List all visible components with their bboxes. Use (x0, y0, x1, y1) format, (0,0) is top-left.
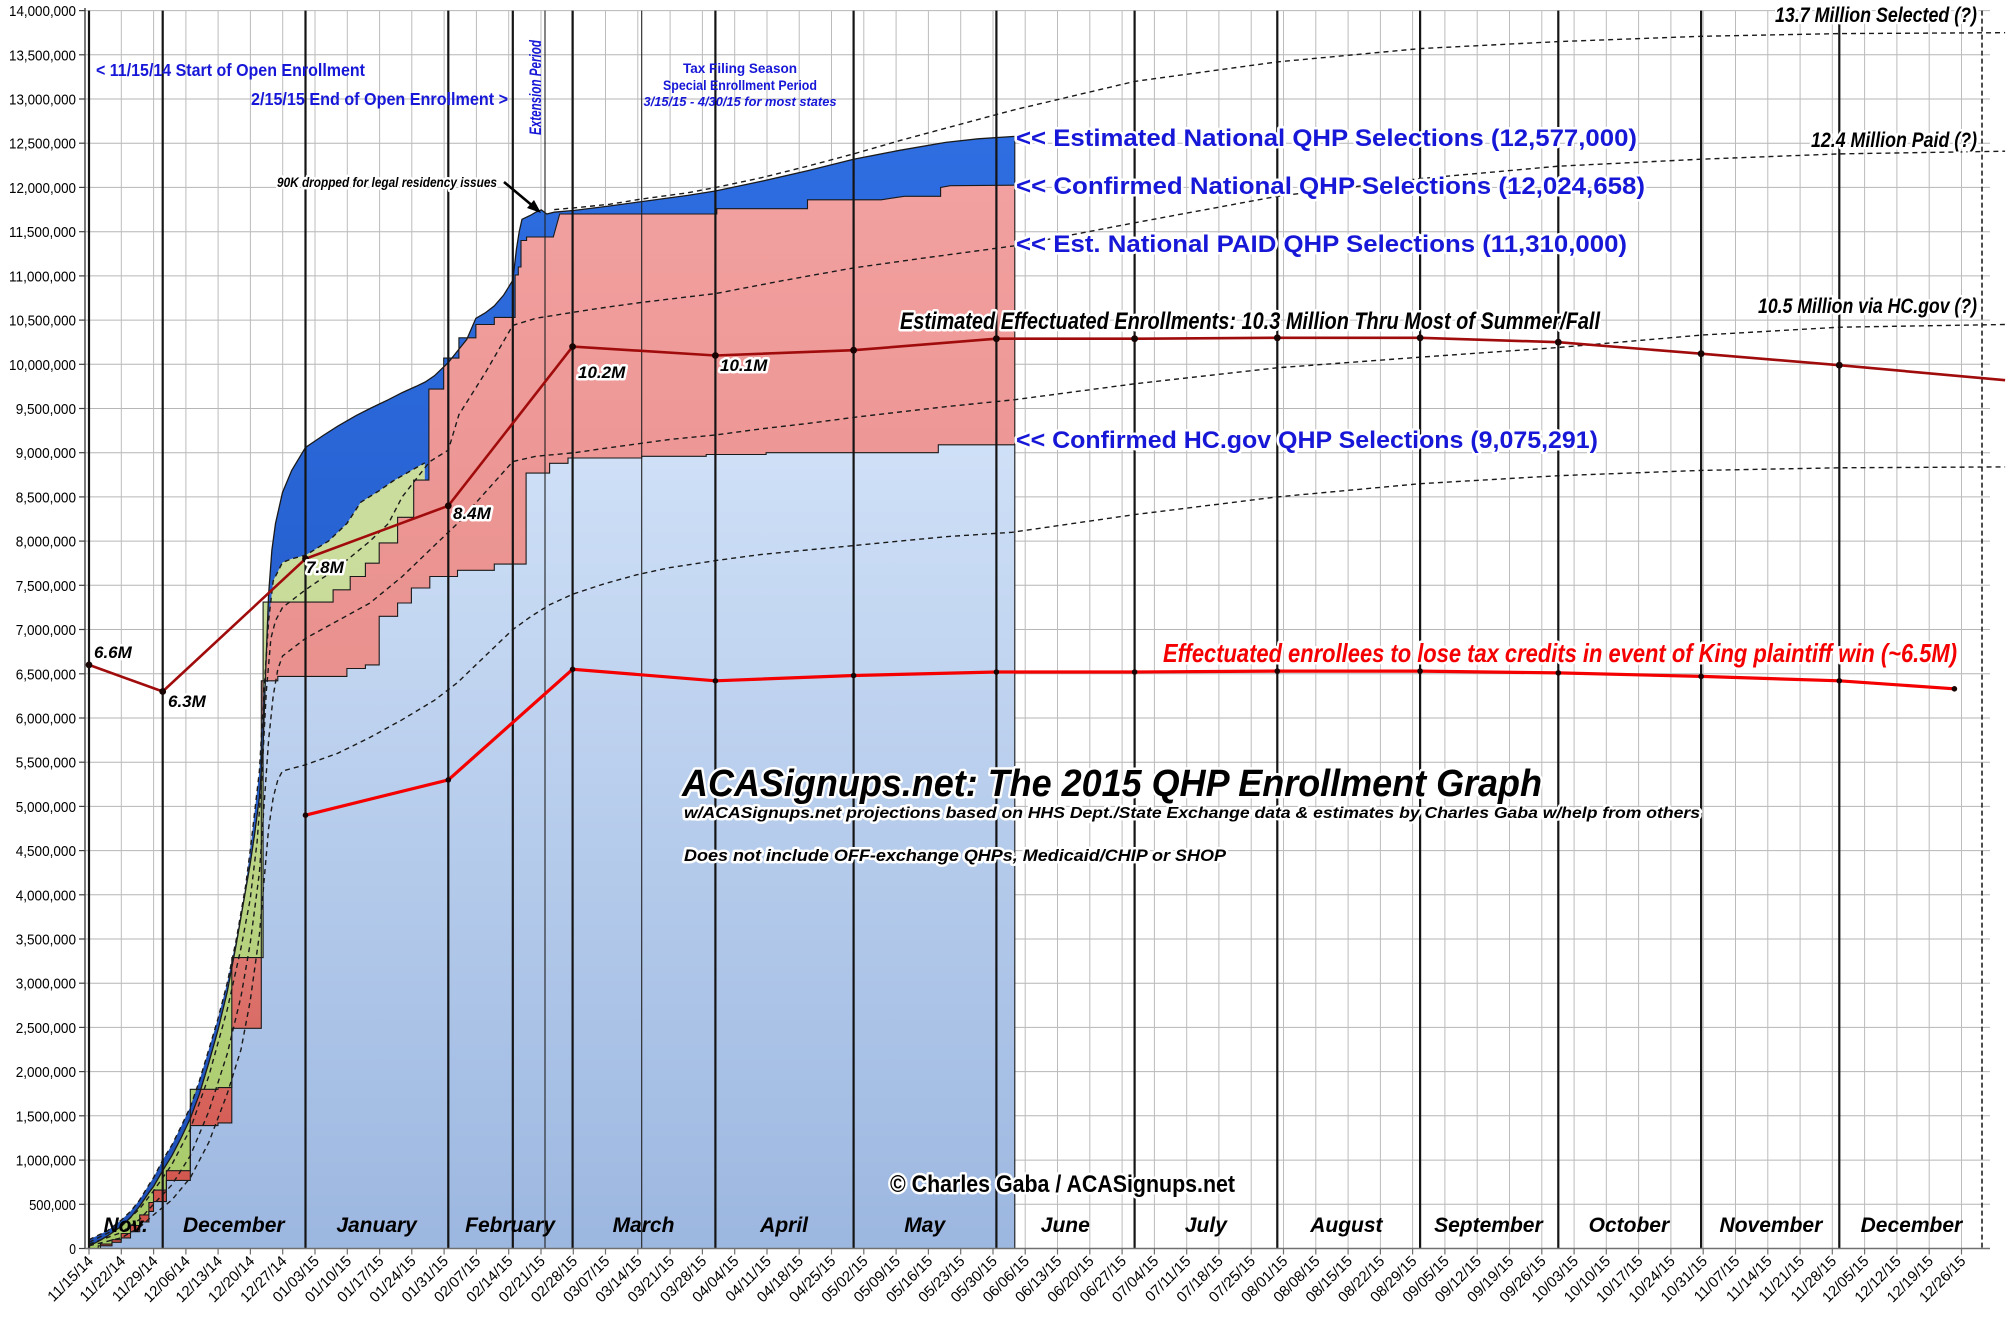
svg-text:10.1M: 10.1M (720, 356, 768, 375)
svg-text:11,500,000: 11,500,000 (9, 224, 76, 241)
svg-text:March: March (613, 1214, 675, 1237)
svg-text:© Charles Gaba / ACASignups.ne: © Charles Gaba / ACASignups.net (890, 1171, 1235, 1198)
svg-text:7,500,000: 7,500,000 (16, 578, 76, 595)
svg-text:14,000,000: 14,000,000 (9, 3, 76, 20)
svg-text:July: July (1185, 1214, 1228, 1237)
svg-text:8,500,000: 8,500,000 (16, 489, 76, 506)
svg-text:6,500,000: 6,500,000 (16, 666, 76, 683)
svg-text:August: August (1309, 1214, 1383, 1237)
svg-text:5,500,000: 5,500,000 (16, 755, 76, 772)
svg-text:10,500,000: 10,500,000 (9, 313, 76, 330)
svg-text:10.5 Million via HC.gov (?): 10.5 Million via HC.gov (?) (1758, 295, 1977, 318)
svg-text:April: April (759, 1214, 809, 1237)
svg-text:10,000,000: 10,000,000 (9, 357, 76, 374)
svg-text:<< Estimated National QHP Sele: << Estimated National QHP Selections (12… (1016, 125, 1637, 152)
svg-text:1,000,000: 1,000,000 (16, 1153, 76, 1170)
svg-text:3,000,000: 3,000,000 (16, 976, 76, 993)
svg-text:6.6M: 6.6M (94, 643, 133, 662)
svg-text:Special Enrollment Period: Special Enrollment Period (663, 77, 817, 93)
svg-text:Tax Filing Season: Tax Filing Season (683, 60, 797, 76)
svg-text:<< Confirmed HC.gov QHP Select: << Confirmed HC.gov QHP Selections (9,07… (1016, 427, 1598, 454)
svg-text:October: October (1589, 1214, 1671, 1237)
svg-text:3/15/15 - 4/30/15 for most sta: 3/15/15 - 4/30/15 for most states (644, 94, 837, 109)
svg-text:12,500,000: 12,500,000 (9, 136, 76, 153)
svg-text:1,500,000: 1,500,000 (16, 1108, 76, 1125)
svg-text:December: December (183, 1214, 286, 1237)
svg-text:Effectuated enrollees to lose: Effectuated enrollees to lose tax credit… (1163, 638, 1957, 668)
svg-text:<< Confirmed National QHP Sele: << Confirmed National QHP Selections (12… (1016, 173, 1645, 200)
svg-text:2,500,000: 2,500,000 (16, 1020, 76, 1037)
svg-text:4,500,000: 4,500,000 (16, 843, 76, 860)
svg-text:10.2M: 10.2M (578, 363, 626, 382)
svg-text:Nov.: Nov. (104, 1214, 148, 1237)
svg-text:February: February (465, 1214, 556, 1237)
svg-text:12,000,000: 12,000,000 (9, 180, 76, 197)
svg-text:November: November (1720, 1214, 1825, 1237)
svg-text:3,500,000: 3,500,000 (16, 932, 76, 949)
svg-text:0: 0 (69, 1241, 76, 1258)
svg-text:Extension Period: Extension Period (526, 40, 545, 135)
svg-text:ACASignups.net: The 2015 QHP E: ACASignups.net: The 2015 QHP Enrollment … (681, 763, 1542, 805)
svg-text:Does not include OFF-exchange: Does not include OFF-exchange QHPs, Medi… (684, 846, 1227, 865)
svg-text:13,500,000: 13,500,000 (9, 47, 76, 64)
svg-text:June: June (1041, 1214, 1090, 1237)
svg-text:12.4 Million Paid (?): 12.4 Million Paid (?) (1811, 129, 1977, 152)
svg-text:4,000,000: 4,000,000 (16, 887, 76, 904)
svg-text:9,000,000: 9,000,000 (16, 445, 76, 462)
svg-text:13.7 Million Selected (?): 13.7 Million Selected (?) (1775, 4, 1977, 27)
svg-text:2,000,000: 2,000,000 (16, 1064, 76, 1081)
svg-text:7.8M: 7.8M (306, 558, 345, 577)
svg-text:5,000,000: 5,000,000 (16, 799, 76, 816)
svg-text:13,000,000: 13,000,000 (9, 92, 76, 109)
svg-text:December: December (1861, 1214, 1964, 1237)
svg-text:January: January (336, 1214, 418, 1237)
svg-text:w/ACASignups.net projections b: w/ACASignups.net projections based on HH… (684, 805, 1700, 822)
svg-text:September: September (1434, 1214, 1544, 1237)
svg-text:90K dropped for legal residenc: 90K dropped for legal residency issues (277, 174, 497, 190)
svg-text:< 11/15/14 Start of Open Enrol: < 11/15/14 Start of Open Enrollment (96, 60, 365, 80)
svg-text:7,000,000: 7,000,000 (16, 622, 76, 639)
svg-text:<< Est. National PAID QHP Sele: << Est. National PAID QHP Selections (11… (1016, 231, 1627, 258)
svg-text:8,000,000: 8,000,000 (16, 534, 76, 551)
svg-text:6.3M: 6.3M (168, 692, 207, 711)
svg-text:May: May (904, 1214, 946, 1237)
svg-text:500,000: 500,000 (29, 1197, 76, 1214)
svg-text:Estimated Effectuated Enrollme: Estimated Effectuated Enrollments: 10.3 … (900, 308, 1601, 335)
svg-text:2/15/15 End of Open Enrollment: 2/15/15 End of Open Enrollment > (251, 89, 508, 109)
svg-text:6,000,000: 6,000,000 (16, 710, 76, 727)
svg-text:8.4M: 8.4M (453, 504, 492, 523)
svg-text:11,000,000: 11,000,000 (9, 268, 76, 285)
svg-text:9,500,000: 9,500,000 (16, 401, 76, 418)
